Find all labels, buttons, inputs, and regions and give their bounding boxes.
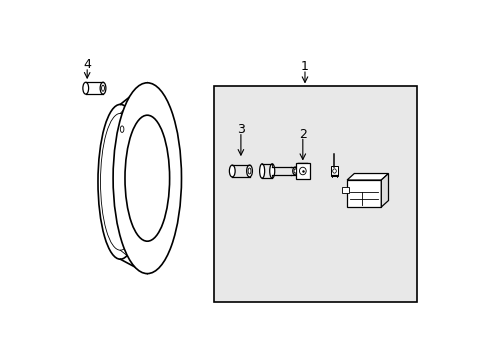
Text: 4: 4 <box>83 58 91 71</box>
Text: 3: 3 <box>237 123 244 136</box>
Ellipse shape <box>259 164 264 178</box>
Ellipse shape <box>293 169 296 173</box>
Ellipse shape <box>102 85 104 91</box>
Ellipse shape <box>332 169 336 173</box>
Ellipse shape <box>246 165 252 177</box>
FancyBboxPatch shape <box>330 166 338 176</box>
Ellipse shape <box>120 126 123 132</box>
Text: 2: 2 <box>298 128 306 141</box>
Ellipse shape <box>229 165 235 177</box>
Ellipse shape <box>82 82 88 94</box>
Ellipse shape <box>247 168 250 174</box>
Bar <box>346 180 381 207</box>
Ellipse shape <box>100 82 106 94</box>
Ellipse shape <box>125 115 169 241</box>
Ellipse shape <box>113 83 181 274</box>
Bar <box>342 188 348 193</box>
Text: 1: 1 <box>301 60 308 73</box>
Bar <box>213 86 416 302</box>
Polygon shape <box>381 174 387 207</box>
Ellipse shape <box>292 167 297 175</box>
FancyBboxPatch shape <box>295 163 309 179</box>
Polygon shape <box>346 174 387 180</box>
Ellipse shape <box>299 167 305 175</box>
Ellipse shape <box>269 164 274 178</box>
